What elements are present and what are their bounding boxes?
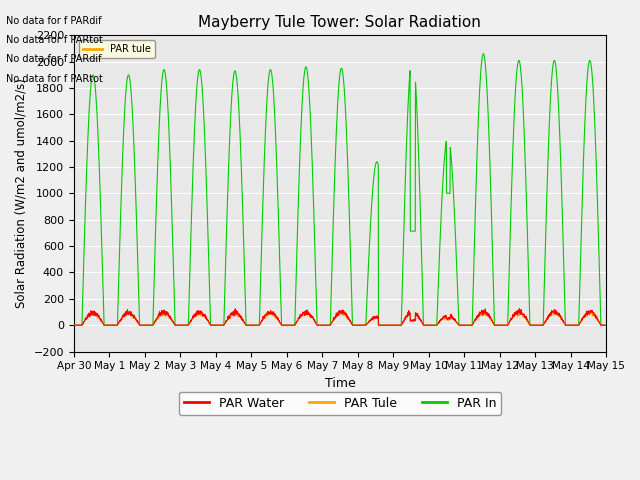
Text: No data for f PARtot: No data for f PARtot <box>6 73 103 84</box>
Text: No data for f PARtot: No data for f PARtot <box>6 35 103 45</box>
Y-axis label: Solar Radiation (W/m2 and umol/m2/s): Solar Radiation (W/m2 and umol/m2/s) <box>15 79 28 308</box>
Text: No data for f PARdif: No data for f PARdif <box>6 54 102 64</box>
Title: Mayberry Tule Tower: Solar Radiation: Mayberry Tule Tower: Solar Radiation <box>198 15 481 30</box>
X-axis label: Time: Time <box>324 377 355 390</box>
Legend: PAR Water, PAR Tule, PAR In: PAR Water, PAR Tule, PAR In <box>179 392 501 415</box>
Text: No data for f PARdif: No data for f PARdif <box>6 16 102 26</box>
